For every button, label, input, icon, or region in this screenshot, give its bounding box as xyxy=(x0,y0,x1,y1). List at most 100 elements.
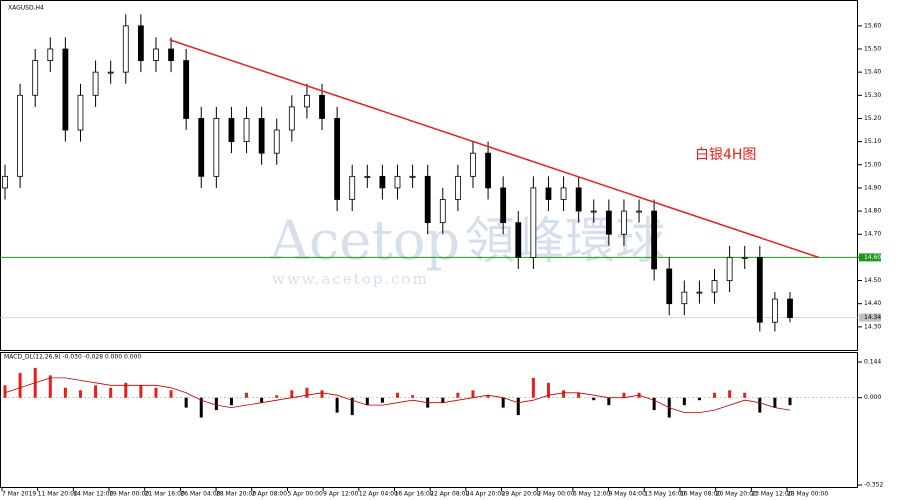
candle-body xyxy=(696,291,703,294)
candle-body xyxy=(394,175,401,189)
histogram-bar xyxy=(546,382,550,398)
histogram-bar xyxy=(78,390,82,398)
x-tick-label: 23 May 12:00 xyxy=(751,491,792,498)
histogram-bar xyxy=(169,390,173,398)
histogram-bar xyxy=(697,397,701,401)
histogram-bar xyxy=(63,387,67,398)
histogram-bar xyxy=(531,377,535,398)
histogram-bar xyxy=(441,397,445,403)
x-tick-label: 20 May 20:00 xyxy=(716,491,757,498)
candle-body xyxy=(213,118,220,177)
support-label: 14.60 xyxy=(864,254,881,261)
candle-body xyxy=(439,199,446,224)
x-tick-label: 16 Apr 16:00 xyxy=(395,491,434,498)
histogram-bar xyxy=(184,397,188,408)
histogram-bar xyxy=(335,397,339,413)
annotation: 白银4H图 xyxy=(695,147,756,163)
candle-body xyxy=(515,222,522,258)
histogram-bar xyxy=(214,397,218,411)
last-price-box xyxy=(859,313,881,322)
histogram-bar xyxy=(396,392,399,398)
x-tick-label: 7 Mar 2019 xyxy=(2,491,36,498)
histogram-bar xyxy=(124,382,128,398)
candle-body xyxy=(711,280,718,293)
candle-body xyxy=(756,256,763,323)
candle-body xyxy=(485,152,491,189)
candle-body xyxy=(681,291,688,305)
x-tick-label: 22 Apr 08:00 xyxy=(430,491,469,498)
x-tick-label: 28 May 00:00 xyxy=(787,491,828,498)
histogram-bar xyxy=(154,387,158,398)
x-tick-label: 2 May 00:00 xyxy=(537,491,575,498)
histogram-bar xyxy=(743,392,747,398)
histogram-bar xyxy=(411,395,415,398)
y-tick-label: 14.80 xyxy=(864,208,881,215)
y-tick-label: 14.30 xyxy=(864,323,881,330)
histogram-bar xyxy=(501,397,505,408)
histogram-bar xyxy=(48,375,52,398)
candle-body xyxy=(454,175,461,200)
candle-body xyxy=(621,210,627,235)
x-tick-label: 11 Mar 20:00 xyxy=(38,491,78,498)
y-tick-label: 15.20 xyxy=(864,115,881,122)
x-tick-label: 26 Mar 04:00 xyxy=(180,491,220,498)
candle-body xyxy=(17,94,23,177)
histogram-bar xyxy=(245,392,249,398)
y-tick-label: 15.40 xyxy=(864,69,881,76)
watermark: Acetop xyxy=(269,209,460,272)
y-tick-label: 14.70 xyxy=(864,231,881,238)
y-tick-label: 15.60 xyxy=(864,22,881,29)
candle-body xyxy=(62,48,69,131)
candle-body xyxy=(107,71,114,74)
x-tick-label: 29 Apr 20:00 xyxy=(502,491,541,498)
price-panel xyxy=(0,0,858,351)
x-tick-label: 9 May 04:00 xyxy=(609,491,647,498)
candle-body xyxy=(198,118,205,177)
y-tick-label: 0.000 xyxy=(864,394,881,401)
candle-body xyxy=(500,187,507,224)
candle-body xyxy=(228,118,235,143)
candle-body xyxy=(575,187,582,212)
histogram-bar xyxy=(471,390,475,398)
candle-body xyxy=(258,118,265,154)
candle-body xyxy=(92,71,99,96)
x-tick-label: 28 Mar 20:00 xyxy=(216,491,256,498)
x-tick-label: 12 Apr 04:00 xyxy=(359,491,398,498)
histogram-bar xyxy=(365,397,369,406)
histogram-bar xyxy=(516,397,520,416)
trendline xyxy=(169,39,819,259)
candle-body xyxy=(364,175,371,178)
histogram-bar xyxy=(607,397,611,406)
candle-body xyxy=(168,48,174,61)
histogram-bar xyxy=(275,395,279,398)
candle-body xyxy=(2,175,8,189)
histogram-bar xyxy=(229,397,233,406)
histogram-bar xyxy=(758,397,762,413)
x-tick-label: 14 Mar 12:00 xyxy=(73,491,113,498)
histogram-bar xyxy=(728,390,732,398)
candle-body xyxy=(787,298,793,318)
candle-body xyxy=(183,60,190,119)
candle-body xyxy=(32,60,39,96)
histogram-bar xyxy=(350,397,354,416)
histogram-bar xyxy=(320,390,324,398)
candle-body xyxy=(319,94,325,119)
histogram-bar xyxy=(199,397,203,418)
histogram-bar xyxy=(260,397,264,403)
support-box xyxy=(859,253,881,262)
y-tick-label: 15.00 xyxy=(864,161,881,168)
candle-body xyxy=(137,25,144,61)
candle-body xyxy=(590,210,597,213)
candle-body xyxy=(77,94,84,131)
histogram-bar xyxy=(3,385,7,398)
candle-body xyxy=(379,175,386,189)
histogram-bar xyxy=(94,385,98,398)
candle-body xyxy=(636,210,642,213)
histogram-bar xyxy=(592,397,596,401)
candle-body xyxy=(530,187,537,258)
candle-body xyxy=(666,268,673,305)
candle-body xyxy=(726,256,733,281)
histogram-bar xyxy=(18,372,22,398)
candle-body xyxy=(470,152,476,177)
